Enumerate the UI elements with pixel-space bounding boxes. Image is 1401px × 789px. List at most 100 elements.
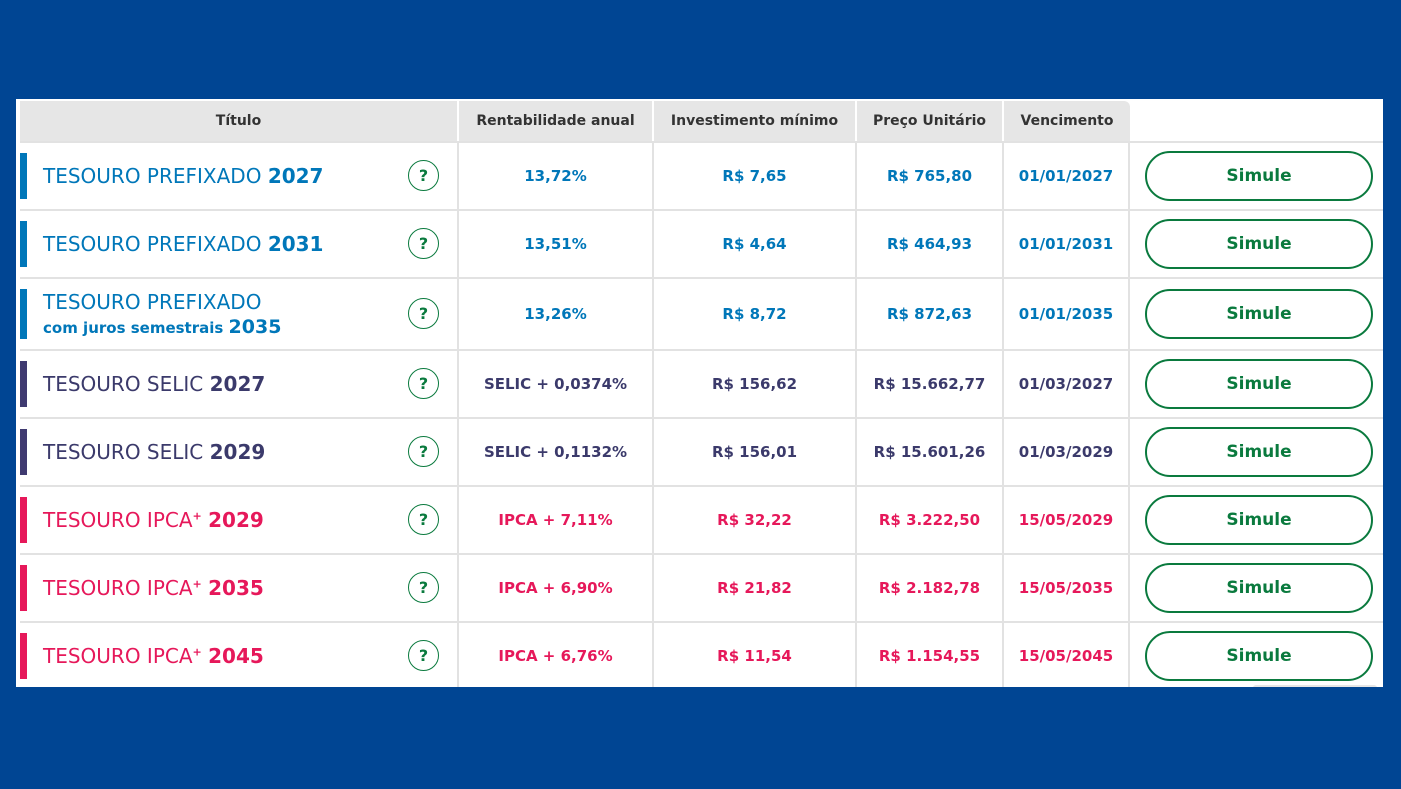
help-icon[interactable]: ? bbox=[408, 368, 439, 399]
investimento-value: R$ 4,64 bbox=[654, 211, 857, 277]
investimento-value: R$ 7,65 bbox=[654, 143, 857, 209]
simule-button[interactable]: Simule bbox=[1145, 563, 1373, 613]
rentabilidade-value: SELIC + 0,0374% bbox=[459, 351, 654, 417]
preco-value: R$ 2.182,78 bbox=[857, 555, 1004, 621]
bond-name-text: TESOURO PREFIXADO bbox=[43, 290, 262, 314]
help-icon[interactable]: ? bbox=[408, 298, 439, 329]
vencimento-value: 01/01/2035 bbox=[1004, 279, 1130, 349]
bond-name: TESOURO PREFIXADO 2031 bbox=[43, 232, 323, 256]
preco-value: R$ 464,93 bbox=[857, 211, 1004, 277]
table-row-4: TESOURO SELIC 2027 ? SELIC + 0,0374% R$ … bbox=[20, 349, 1383, 417]
simule-cell: Simule bbox=[1130, 487, 1382, 553]
vencimento-value: 15/05/2029 bbox=[1004, 487, 1130, 553]
bond-name-text: TESOURO PREFIXADO bbox=[43, 164, 262, 188]
simule-cell: Simule bbox=[1130, 555, 1382, 621]
simule-button[interactable]: Simule bbox=[1145, 289, 1373, 339]
bond-name-superscript: + bbox=[192, 645, 202, 659]
bond-year: 2029 bbox=[208, 508, 264, 532]
bond-name: TESOURO PREFIXADO 2027 bbox=[43, 164, 323, 188]
rentabilidade-value: 13,72% bbox=[459, 143, 654, 209]
bond-year: 2027 bbox=[267, 164, 324, 188]
bond-name-line: TESOURO PREFIXADO 2031 bbox=[43, 232, 323, 256]
investimento-value: R$ 32,22 bbox=[654, 487, 857, 553]
help-icon[interactable]: ? bbox=[408, 160, 439, 191]
category-color-bar bbox=[20, 429, 27, 475]
bond-title-cell: TESOURO SELIC 2029 ? bbox=[20, 419, 459, 485]
simule-button[interactable]: Simule bbox=[1145, 631, 1373, 681]
vencimento-value: 01/03/2029 bbox=[1004, 419, 1130, 485]
simule-cell: Simule bbox=[1130, 351, 1382, 417]
bond-subtitle: com juros semestrais 2035 bbox=[43, 316, 281, 338]
preco-value: R$ 15.601,26 bbox=[857, 419, 1004, 485]
bond-name-text: TESOURO SELIC bbox=[43, 372, 204, 396]
help-icon[interactable]: ? bbox=[408, 228, 439, 259]
simule-cell: Simule bbox=[1130, 211, 1382, 277]
category-color-bar bbox=[20, 221, 27, 267]
bond-year: 2045 bbox=[208, 644, 264, 668]
bond-name-line: TESOURO IPCA+ 2029 bbox=[43, 508, 264, 532]
header-vencimento: Vencimento bbox=[1020, 113, 1114, 129]
help-icon[interactable]: ? bbox=[408, 640, 439, 671]
simule-cell: Simule bbox=[1130, 279, 1382, 349]
preco-value: R$ 765,80 bbox=[857, 143, 1004, 209]
bond-name: TESOURO SELIC 2027 bbox=[43, 372, 265, 396]
bond-name-text: TESOURO PREFIXADO bbox=[43, 232, 262, 256]
treasury-bonds-panel: Título Rentabilidade anual Investimento … bbox=[16, 99, 1383, 687]
bond-name: TESOURO IPCA+ 2045 bbox=[43, 644, 264, 668]
table-row-2: TESOURO PREFIXADO 2031 ? 13,51% R$ 4,64 … bbox=[20, 209, 1383, 277]
bond-year: 2035 bbox=[228, 316, 282, 338]
rentabilidade-value: IPCA + 7,11% bbox=[459, 487, 654, 553]
table-row-3: TESOURO PREFIXADO com juros semestrais 2… bbox=[20, 277, 1383, 349]
bond-name: TESOURO IPCA+ 2035 bbox=[43, 576, 264, 600]
bond-name-text: TESOURO SELIC bbox=[43, 440, 204, 464]
simule-button[interactable]: Simule bbox=[1145, 151, 1373, 201]
preco-value: R$ 3.222,50 bbox=[857, 487, 1004, 553]
table-row-5: TESOURO SELIC 2029 ? SELIC + 0,1132% R$ … bbox=[20, 417, 1383, 485]
rentabilidade-value: IPCA + 6,90% bbox=[459, 555, 654, 621]
bonds-table-body: TESOURO PREFIXADO 2027 ? 13,72% R$ 7,65 … bbox=[20, 141, 1383, 687]
rentabilidade-value: 13,26% bbox=[459, 279, 654, 349]
investimento-value: R$ 156,62 bbox=[654, 351, 857, 417]
bond-name: TESOURO SELIC 2029 bbox=[43, 440, 265, 464]
bond-title-cell: TESOURO IPCA+ 2035 ? bbox=[20, 555, 459, 621]
category-color-bar bbox=[20, 565, 27, 611]
bond-title-cell: TESOURO PREFIXADO 2031 ? bbox=[20, 211, 459, 277]
table-header: Título Rentabilidade anual Investimento … bbox=[20, 101, 1130, 141]
help-icon[interactable]: ? bbox=[408, 436, 439, 467]
simule-cell: Simule bbox=[1130, 623, 1382, 687]
table-row-1: TESOURO PREFIXADO 2027 ? 13,72% R$ 7,65 … bbox=[20, 141, 1383, 209]
help-icon[interactable]: ? bbox=[408, 572, 439, 603]
bond-year: 2029 bbox=[209, 440, 266, 464]
table-row-6: TESOURO IPCA+ 2029 ? IPCA + 7,11% R$ 32,… bbox=[20, 485, 1383, 553]
simule-cell: Simule bbox=[1130, 419, 1382, 485]
bond-name-text: TESOURO IPCA bbox=[43, 508, 193, 532]
simule-button[interactable]: Simule bbox=[1145, 427, 1373, 477]
bond-name-line: TESOURO IPCA+ 2045 bbox=[43, 644, 264, 668]
bond-name-line: TESOURO PREFIXADO 2027 bbox=[43, 164, 323, 188]
bond-name-text: TESOURO IPCA bbox=[43, 576, 193, 600]
rentabilidade-value: SELIC + 0,1132% bbox=[459, 419, 654, 485]
table-row-7: TESOURO IPCA+ 2035 ? IPCA + 6,90% R$ 21,… bbox=[20, 553, 1383, 621]
bond-name-line: TESOURO PREFIXADO bbox=[43, 290, 281, 314]
bond-title-cell: TESOURO SELIC 2027 ? bbox=[20, 351, 459, 417]
bond-name-line: TESOURO SELIC 2029 bbox=[43, 440, 265, 464]
header-preco: Preço Unitário bbox=[857, 101, 1004, 141]
category-color-bar bbox=[20, 633, 27, 679]
header-titulo: Título bbox=[20, 101, 459, 141]
simule-button[interactable]: Simule bbox=[1145, 219, 1373, 269]
vencimento-value: 01/03/2027 bbox=[1004, 351, 1130, 417]
simule-button[interactable]: Simule bbox=[1145, 359, 1373, 409]
bond-name-text: TESOURO IPCA bbox=[43, 644, 193, 668]
header-rentabilidade: Rentabilidade anual bbox=[459, 101, 654, 141]
investimento-value: R$ 21,82 bbox=[654, 555, 857, 621]
simule-cell: Simule bbox=[1130, 143, 1382, 209]
simule-button[interactable]: Simule bbox=[1145, 495, 1373, 545]
header-investimento: Investimento mínimo bbox=[654, 101, 857, 141]
preco-value: R$ 1.154,55 bbox=[857, 623, 1004, 687]
preco-value: R$ 872,63 bbox=[857, 279, 1004, 349]
bond-subtitle-text: com juros semestrais bbox=[43, 319, 229, 337]
help-icon[interactable]: ? bbox=[408, 504, 439, 535]
investimento-value: R$ 156,01 bbox=[654, 419, 857, 485]
bond-year: 2035 bbox=[208, 576, 264, 600]
category-color-bar bbox=[20, 361, 27, 407]
